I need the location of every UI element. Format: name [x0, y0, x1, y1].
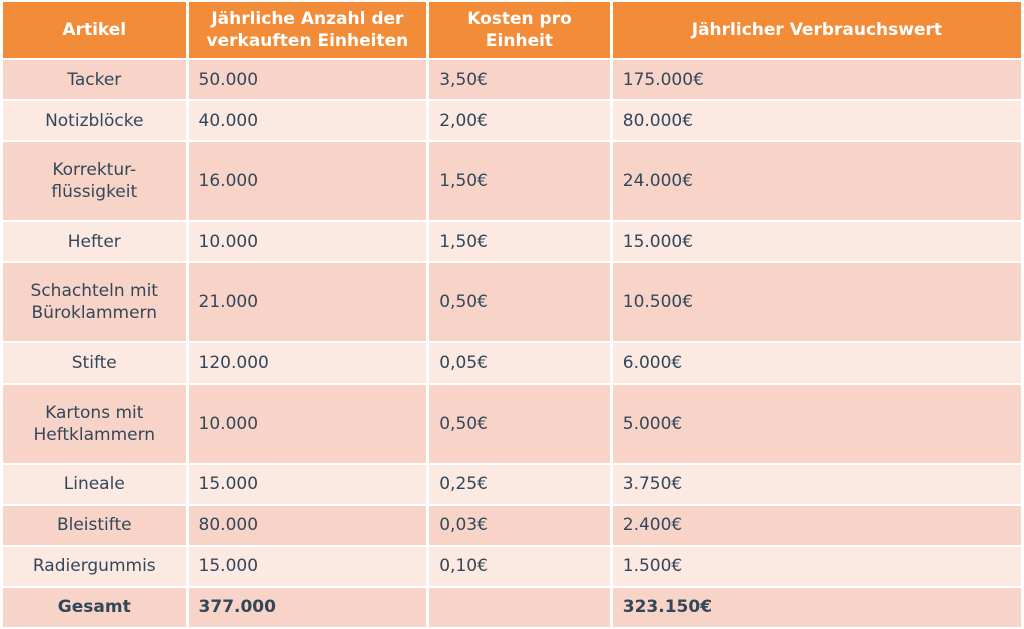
cell-units: 50.000 [188, 60, 427, 100]
cell-value: 10.500€ [612, 263, 1021, 342]
cell-item: Schachteln mit Büroklammern [3, 263, 186, 342]
cell-units: 40.000 [188, 101, 427, 141]
cell-item: Radiergummis [3, 546, 186, 586]
cell-cost: 0,10€ [429, 546, 610, 586]
cell-units: 120.000 [188, 343, 427, 383]
header-unit-cost: Kosten pro Einheit [429, 2, 610, 58]
cell-value: 5.000€ [612, 384, 1021, 463]
total-units: 377.000 [188, 587, 427, 627]
cell-units: 10.000 [188, 384, 427, 463]
cell-cost: 0,25€ [429, 464, 610, 504]
cell-item: Korrektur-flüssigkeit [3, 142, 186, 221]
cell-item: Kartons mit Heftklammern [3, 384, 186, 463]
cell-value: 2.400€ [612, 505, 1021, 545]
header-row: Artikel Jährliche Anzahl der verkauften … [3, 2, 1021, 58]
table-row: Lineale 15.000 0,25€ 3.750€ [3, 464, 1021, 504]
header-artikel: Artikel [3, 2, 186, 58]
cell-value: 15.000€ [612, 222, 1021, 262]
cell-cost: 3,50€ [429, 60, 610, 100]
cell-units: 15.000 [188, 464, 427, 504]
cell-cost: 1,50€ [429, 142, 610, 221]
cell-units: 10.000 [188, 222, 427, 262]
cell-value: 80.000€ [612, 101, 1021, 141]
cell-item: Bleistifte [3, 505, 186, 545]
cell-cost: 0,50€ [429, 263, 610, 342]
cell-cost: 0,05€ [429, 343, 610, 383]
cell-value: 24.000€ [612, 142, 1021, 221]
total-label: Gesamt [3, 587, 186, 627]
table-row: Radiergummis 15.000 0,10€ 1.500€ [3, 546, 1021, 586]
cell-units: 15.000 [188, 546, 427, 586]
cell-item: Hefter [3, 222, 186, 262]
table-row: Schachteln mit Büroklammern 21.000 0,50€… [3, 263, 1021, 342]
total-value: 323.150€ [612, 587, 1021, 627]
cell-units: 21.000 [188, 263, 427, 342]
table-row: Korrektur-flüssigkeit 16.000 1,50€ 24.00… [3, 142, 1021, 221]
cell-units: 16.000 [188, 142, 427, 221]
total-cost [429, 587, 610, 627]
cell-cost: 2,00€ [429, 101, 610, 141]
cell-item: Stifte [3, 343, 186, 383]
cell-cost: 0,03€ [429, 505, 610, 545]
table-row: Notizblöcke 40.000 2,00€ 80.000€ [3, 101, 1021, 141]
table-row: Tacker 50.000 3,50€ 175.000€ [3, 60, 1021, 100]
cell-cost: 0,50€ [429, 384, 610, 463]
cell-value: 3.750€ [612, 464, 1021, 504]
header-units-sold: Jährliche Anzahl der verkauften Einheite… [188, 2, 427, 58]
cell-cost: 1,50€ [429, 222, 610, 262]
cell-value: 175.000€ [612, 60, 1021, 100]
cell-value: 6.000€ [612, 343, 1021, 383]
cell-item: Lineale [3, 464, 186, 504]
cell-value: 1.500€ [612, 546, 1021, 586]
table-row: Hefter 10.000 1,50€ 15.000€ [3, 222, 1021, 262]
header-annual-value: Jährlicher Verbrauchswert [612, 2, 1021, 58]
cell-units: 80.000 [188, 505, 427, 545]
table-row: Kartons mit Heftklammern 10.000 0,50€ 5.… [3, 384, 1021, 463]
total-row: Gesamt 377.000 323.150€ [3, 587, 1021, 627]
cell-item: Notizblöcke [3, 101, 186, 141]
table-row: Stifte 120.000 0,05€ 6.000€ [3, 343, 1021, 383]
cell-item: Tacker [3, 60, 186, 100]
table-row: Bleistifte 80.000 0,03€ 2.400€ [3, 505, 1021, 545]
